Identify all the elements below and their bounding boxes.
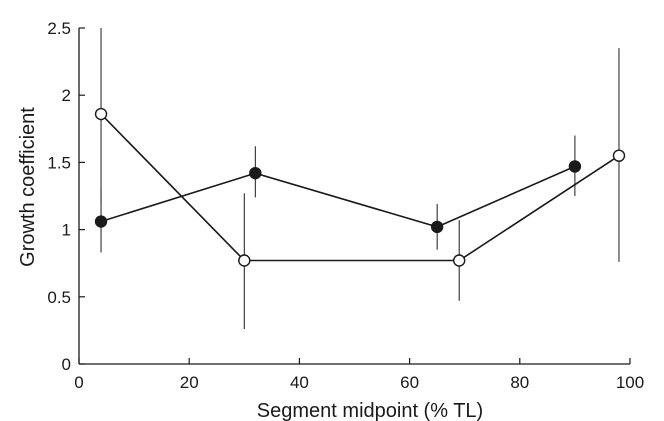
x-tick-label: 40 (290, 373, 309, 392)
error-bars (100, 28, 620, 330)
open-point (612, 149, 626, 162)
y-tick-label: 2 (62, 86, 71, 105)
axis-labels: Segment midpoint (% TL) Growth coefficie… (17, 107, 483, 421)
series-line-2 (100, 113, 620, 262)
axes: 0 20 40 60 80 100 0 0.5 1 1.5 2 2.5 (47, 19, 644, 392)
open-point (94, 107, 108, 121)
y-tick-label: 0.5 (47, 288, 71, 307)
y-tick-label: 1 (62, 221, 71, 240)
y-tick-label: 2.5 (47, 19, 71, 38)
series-line-1 (100, 165, 576, 228)
x-tick-label: 0 (74, 373, 83, 392)
filled-point (430, 220, 444, 234)
filled-point (249, 166, 262, 180)
x-axis-label: Segment midpoint (% TL) (257, 400, 483, 421)
x-tick-label: 80 (510, 373, 529, 392)
open-point (238, 254, 251, 267)
y-tick-label: 0 (62, 355, 71, 374)
data-points (94, 107, 626, 267)
y-axis-label: Growth coefficient (17, 107, 39, 267)
x-tick-label: 60 (400, 373, 419, 392)
y-tick-label: 1.5 (47, 153, 71, 172)
x-tick-label: 20 (180, 373, 199, 392)
series-lines (100, 113, 620, 262)
x-tick-label: 100 (616, 373, 644, 392)
open-point (452, 254, 466, 267)
filled-point (568, 160, 582, 173)
filled-point (94, 215, 108, 228)
